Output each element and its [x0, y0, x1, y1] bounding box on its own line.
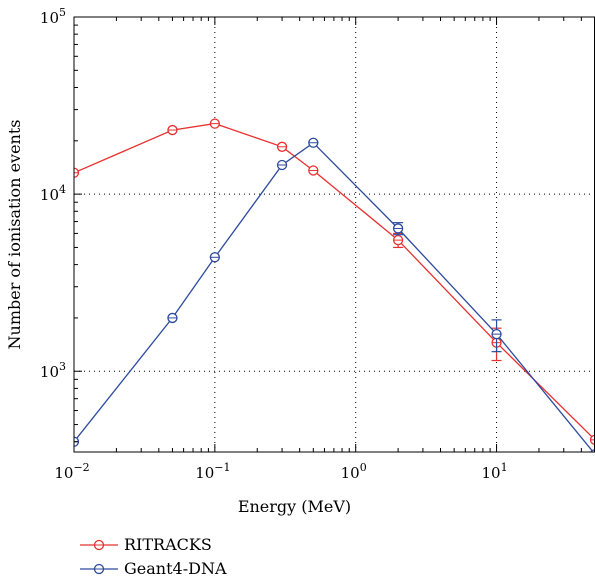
x-tick-label-base: 10 [54, 464, 73, 482]
x-tick-label: 10−1 [195, 461, 230, 482]
x-tick-label-exponent: −2 [73, 461, 89, 474]
series-line [74, 141, 595, 452]
legend-label: RITRACKS [124, 535, 212, 554]
series-line [74, 122, 595, 441]
series-geant4-dna [74, 137, 595, 452]
y-tick-label-exponent: 3 [59, 360, 66, 373]
y-tick-label-exponent: 5 [59, 6, 66, 19]
y-axis-label: Number of ionisation events [5, 120, 24, 350]
y-tick-label: 105 [40, 6, 66, 27]
legend-item: Geant4-DNA [80, 559, 227, 578]
y-tick-label-exponent: 4 [59, 183, 66, 196]
x-tick-label-base: 10 [482, 464, 501, 482]
y-tick-label: 104 [40, 183, 66, 204]
x-tick-label-exponent: 0 [360, 461, 367, 474]
x-tick-label-exponent: −1 [214, 461, 230, 474]
legend-label: Geant4-DNA [124, 559, 227, 578]
series-ritracks [74, 118, 595, 445]
legend: RITRACKS Geant4-DNA [80, 535, 227, 578]
y-tick-label-base: 10 [40, 186, 59, 204]
x-tick-label-base: 10 [195, 464, 214, 482]
x-axis-label: Energy (MeV) [238, 497, 351, 516]
y-tick-label-base: 10 [40, 363, 59, 381]
y-tick-label-base: 10 [40, 9, 59, 27]
x-tick-label-exponent: 1 [501, 461, 508, 474]
x-tick-label-base: 10 [341, 464, 360, 482]
grid [74, 17, 595, 452]
legend-item: RITRACKS [80, 535, 212, 554]
y-tick-label: 103 [40, 360, 66, 381]
series-layer [74, 118, 595, 452]
x-tick-label: 101 [482, 461, 508, 482]
x-tick-label: 100 [341, 461, 367, 482]
x-tick-label: 10−2 [54, 461, 89, 482]
plot-frame [73, 16, 595, 453]
